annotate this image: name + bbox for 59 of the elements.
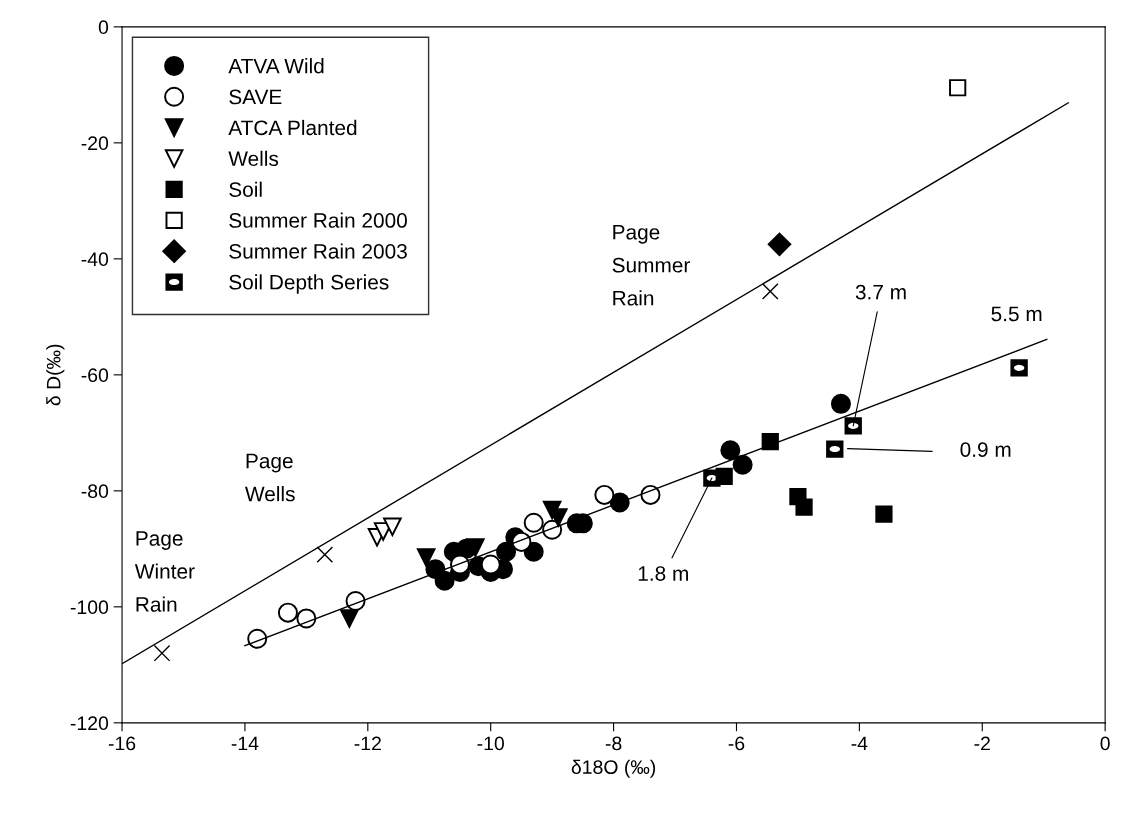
annotation: 1.8 m (638, 566, 688, 581)
point (316, 546, 334, 563)
legend-label: Summer Rain 2003 (229, 243, 407, 259)
x-tick-label: -14 (231, 736, 259, 751)
point (720, 440, 741, 461)
legend-label: Soil (229, 181, 262, 197)
annotation: Page Winter Rain (134, 531, 195, 612)
x-tick-label: -2 (974, 736, 990, 751)
annotation: 3.7 m (855, 284, 906, 300)
point (296, 608, 317, 629)
point (826, 440, 844, 458)
x-tick-label: -12 (354, 736, 381, 751)
point (277, 602, 298, 623)
y-tick-label: 0 (98, 20, 109, 35)
point (416, 548, 436, 567)
annotation: 0.9 m (960, 442, 1011, 457)
point (594, 484, 615, 505)
x-tick-label: -6 (728, 736, 745, 751)
point (761, 282, 779, 300)
legend-label: ATVA Wild (228, 58, 324, 74)
point (761, 432, 779, 451)
y-tick-label: -40 (81, 252, 109, 267)
point (875, 505, 893, 523)
x-tick-label: -8 (605, 736, 622, 751)
point (466, 538, 485, 557)
point (247, 628, 268, 649)
y-axis-title: δ D(‰) (46, 344, 65, 406)
x-tick-label: -4 (851, 736, 868, 751)
annotation: Page Summer Rain (612, 225, 690, 306)
point (480, 554, 501, 575)
point (703, 469, 721, 487)
y-tick-label: -120 (70, 716, 109, 731)
point (830, 393, 851, 414)
point (449, 554, 470, 575)
annotation: 5.5 m (991, 306, 1042, 322)
x-tick-label: 0 (1100, 736, 1110, 751)
legend-label: Summer Rain 2000 (229, 212, 407, 228)
point (383, 517, 402, 537)
point (795, 498, 813, 516)
x-tick-label: -16 (108, 736, 136, 751)
legend-label: SAVE (229, 89, 282, 105)
legend-label: Soil Depth Series (229, 274, 389, 294)
point (340, 609, 359, 628)
annotation: Page Wells (245, 453, 295, 502)
point (523, 512, 544, 533)
point (767, 232, 792, 257)
legend-label: ATCA Planted (228, 119, 357, 136)
point (732, 454, 753, 475)
point (949, 79, 967, 97)
y-tick-label: -80 (81, 484, 109, 499)
point (1010, 359, 1028, 377)
y-tick-label: -100 (70, 600, 109, 615)
point (844, 417, 862, 435)
legend-label: Wells (228, 150, 279, 167)
x-axis-title: δ18O (‰) (571, 759, 656, 778)
point (153, 644, 171, 662)
x-tick-label: -10 (477, 736, 504, 751)
y-tick-label: -60 (81, 368, 109, 383)
y-tick-label: -20 (81, 136, 109, 151)
